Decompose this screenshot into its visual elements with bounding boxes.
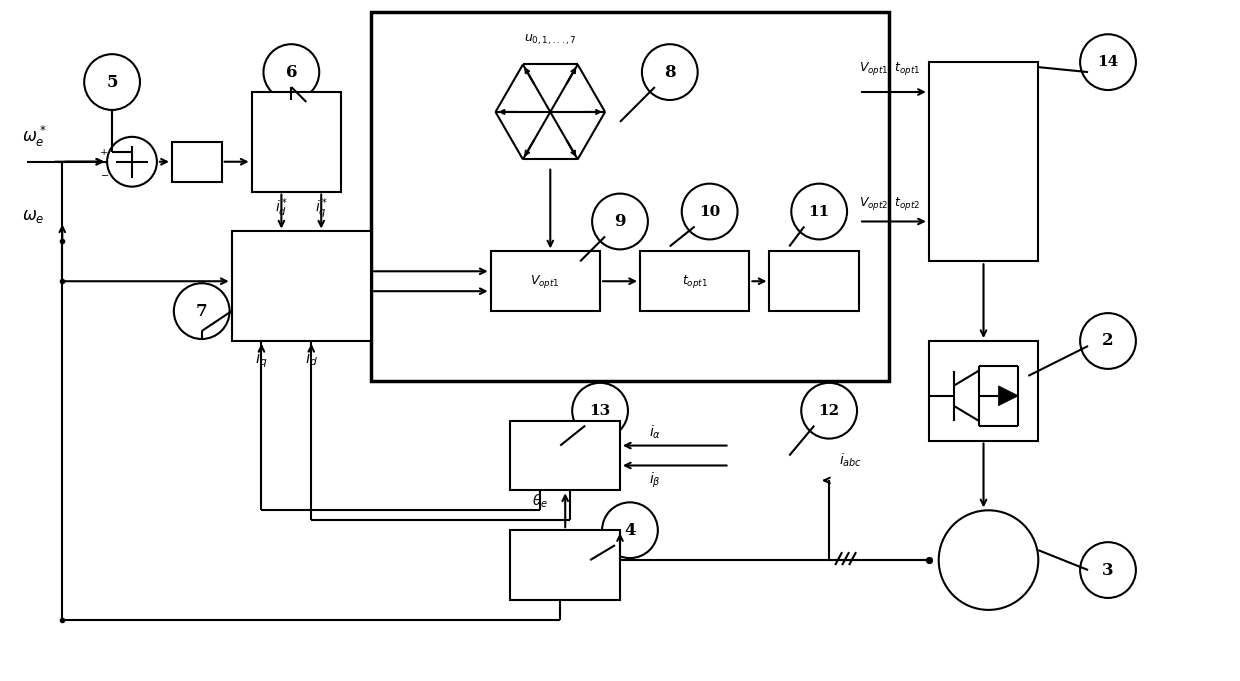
Bar (491, 251, 600, 311)
Text: $\omega_e$: $\omega_e$ (22, 208, 45, 225)
Bar (172, 142, 222, 182)
Circle shape (939, 510, 1038, 610)
Bar (929, 62, 1038, 262)
Circle shape (572, 383, 627, 439)
Text: $V_{opt2},t_{opt2}$: $V_{opt2},t_{opt2}$ (859, 195, 920, 212)
Text: 11: 11 (808, 204, 830, 219)
Text: $\omega_e^*$: $\omega_e^*$ (22, 125, 47, 149)
Text: 3: 3 (1102, 562, 1114, 579)
Bar (511, 421, 620, 490)
Text: 14: 14 (1097, 55, 1118, 69)
Circle shape (1080, 313, 1136, 369)
Text: 10: 10 (699, 204, 720, 219)
Text: $u_{0,1,...,7}$: $u_{0,1,...,7}$ (523, 33, 577, 47)
Bar (769, 251, 859, 311)
Text: 13: 13 (589, 404, 611, 417)
Text: 5: 5 (107, 74, 118, 91)
Text: $i_d^*$: $i_d^*$ (275, 197, 288, 219)
Text: 2: 2 (1102, 332, 1114, 349)
Text: $i_\alpha$: $i_\alpha$ (649, 423, 661, 441)
Circle shape (84, 54, 140, 110)
Text: 4: 4 (624, 522, 636, 539)
Circle shape (682, 184, 738, 240)
Bar (252, 92, 341, 191)
Bar (929, 341, 1038, 441)
Text: $i_\beta$: $i_\beta$ (649, 471, 661, 490)
Text: $i_q$: $i_q$ (255, 349, 268, 370)
Circle shape (1080, 34, 1136, 90)
Text: $V_{opt1},t_{opt1}$: $V_{opt1},t_{opt1}$ (859, 60, 920, 77)
Bar (232, 232, 371, 341)
Text: +: + (100, 148, 108, 157)
Text: 7: 7 (196, 302, 207, 319)
Circle shape (107, 137, 157, 187)
Circle shape (1080, 542, 1136, 598)
Text: $V_{opt1}$: $V_{opt1}$ (531, 273, 560, 289)
Text: $-$: $-$ (99, 169, 109, 178)
Circle shape (593, 193, 647, 249)
Circle shape (174, 283, 229, 339)
Text: 8: 8 (663, 63, 676, 80)
Circle shape (801, 383, 857, 439)
Circle shape (791, 184, 847, 240)
Text: 9: 9 (614, 213, 626, 230)
Text: $\theta_e$: $\theta_e$ (532, 493, 548, 510)
Text: 12: 12 (818, 404, 839, 417)
Text: $i_d$: $i_d$ (305, 349, 317, 368)
Bar (640, 251, 749, 311)
Text: $t_{opt1}$: $t_{opt1}$ (682, 273, 708, 289)
Circle shape (263, 44, 319, 100)
Bar (511, 530, 620, 600)
Text: $i_{abc}$: $i_{abc}$ (839, 452, 862, 469)
Text: 6: 6 (285, 63, 298, 80)
Circle shape (603, 503, 658, 558)
Text: $i_q^*$: $i_q^*$ (315, 197, 327, 221)
Circle shape (642, 44, 698, 100)
Polygon shape (998, 386, 1018, 406)
Bar (371, 12, 889, 381)
